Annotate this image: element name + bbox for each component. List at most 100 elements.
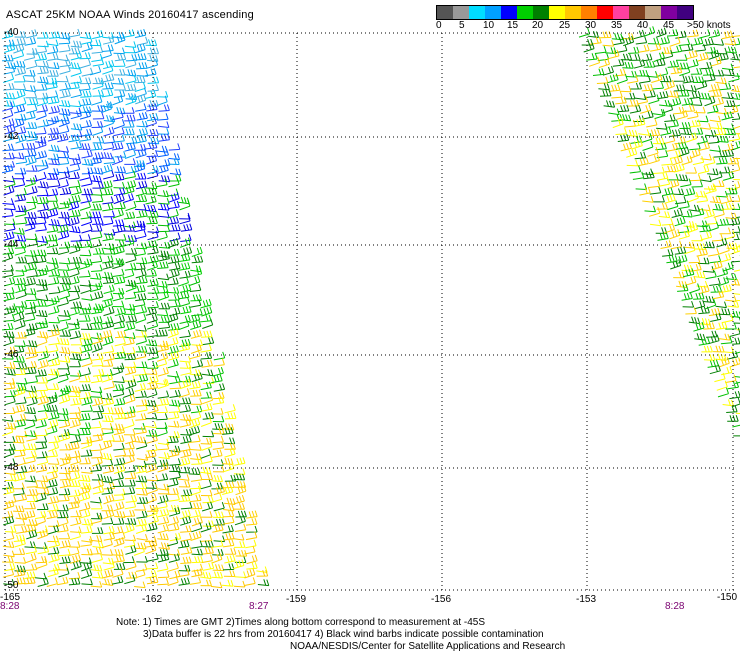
wind-barb	[124, 375, 135, 381]
wind-barb	[137, 404, 148, 412]
wind-barb	[726, 406, 737, 413]
wind-barb	[59, 489, 70, 495]
wind-barb	[169, 178, 180, 186]
wind-barb	[15, 332, 26, 338]
wind-barb	[60, 457, 70, 467]
wind-barb	[180, 379, 190, 389]
wind-barb	[157, 533, 168, 540]
wind-barb	[102, 505, 113, 511]
wind-barb	[146, 368, 157, 374]
wind-barb	[135, 391, 146, 398]
wind-barb	[16, 257, 27, 263]
wind-barb	[113, 209, 124, 218]
wind-barb	[179, 320, 189, 330]
wind-barb	[214, 519, 225, 526]
wind-barb	[114, 502, 125, 511]
wind-barb	[125, 394, 135, 404]
wind-barb	[48, 296, 59, 302]
wind-barb	[37, 475, 48, 481]
wind-barb	[717, 268, 728, 277]
wind-barb	[659, 211, 670, 217]
wind-barb	[123, 193, 134, 202]
wind-barb	[27, 495, 38, 501]
wind-barb	[91, 535, 102, 541]
wind-barb	[16, 156, 27, 164]
wind-barb	[201, 535, 212, 542]
wind-barb	[26, 361, 37, 368]
wind-barb	[158, 128, 169, 134]
wind-barb	[734, 119, 740, 129]
wind-barb	[682, 265, 693, 272]
wind-barb	[5, 474, 16, 480]
wind-barb	[212, 408, 223, 414]
wind-barb	[158, 398, 169, 405]
wind-barb	[25, 37, 36, 45]
wind-barb	[71, 257, 82, 263]
wind-barb	[15, 419, 26, 427]
wind-barb	[213, 397, 224, 405]
wind-barb	[48, 369, 59, 375]
wind-barb	[668, 61, 679, 68]
wind-barb	[628, 47, 639, 54]
wind-barb	[598, 83, 609, 89]
wind-barb	[114, 90, 125, 98]
wind-barb	[102, 203, 113, 211]
wind-barb	[158, 291, 168, 301]
wind-barb	[673, 272, 684, 278]
wind-barb	[179, 388, 190, 397]
wind-barb	[47, 189, 58, 196]
wind-barb	[201, 523, 211, 532]
wind-barb	[190, 510, 201, 518]
wind-barb	[101, 423, 112, 429]
wind-barb	[169, 406, 180, 413]
wind-barb	[632, 140, 643, 149]
wind-barb	[112, 95, 122, 105]
wind-barb	[93, 542, 104, 548]
wind-barb	[58, 152, 69, 158]
wind-barb	[69, 307, 80, 316]
wind-barb	[723, 262, 734, 271]
latitude-label: -42	[4, 131, 18, 142]
wind-barb	[25, 149, 36, 156]
wind-barb	[104, 307, 115, 316]
wind-barb	[722, 64, 733, 70]
wind-barb	[670, 37, 680, 47]
wind-barb	[58, 494, 69, 501]
wind-barb	[169, 300, 180, 307]
longitude-label: -162	[142, 594, 162, 605]
wind-barb	[91, 204, 102, 210]
wind-barb	[170, 169, 181, 175]
wind-barb	[92, 527, 103, 533]
wind-barb	[102, 427, 113, 434]
wind-barb	[213, 466, 224, 472]
wind-barb	[136, 258, 147, 264]
wind-barb	[147, 347, 158, 353]
wind-barb	[70, 244, 81, 253]
wind-barb	[716, 191, 727, 197]
wind-barb	[180, 200, 190, 210]
wind-barb	[114, 464, 125, 473]
wind-barb	[70, 331, 81, 339]
wind-barb	[135, 543, 146, 549]
wind-barb	[653, 82, 664, 89]
wind-barb	[36, 151, 47, 159]
wind-barb	[38, 529, 48, 539]
wind-barb	[24, 327, 35, 336]
wind-barb	[136, 195, 147, 201]
wind-barb	[725, 295, 736, 301]
wind-barb	[81, 467, 92, 473]
wind-barb	[37, 346, 48, 353]
wind-barb	[93, 113, 104, 119]
wind-barb	[36, 268, 47, 276]
wind-barb	[15, 557, 26, 563]
wind-barb	[47, 46, 58, 54]
wind-barb	[234, 495, 245, 504]
wind-barb	[180, 557, 191, 564]
wind-barb	[715, 78, 726, 84]
wind-barb	[104, 561, 115, 570]
wind-barb	[4, 407, 15, 413]
wind-barb	[70, 353, 81, 360]
wind-barb	[137, 489, 148, 495]
wind-barb	[15, 397, 26, 404]
wind-barb	[58, 338, 69, 345]
